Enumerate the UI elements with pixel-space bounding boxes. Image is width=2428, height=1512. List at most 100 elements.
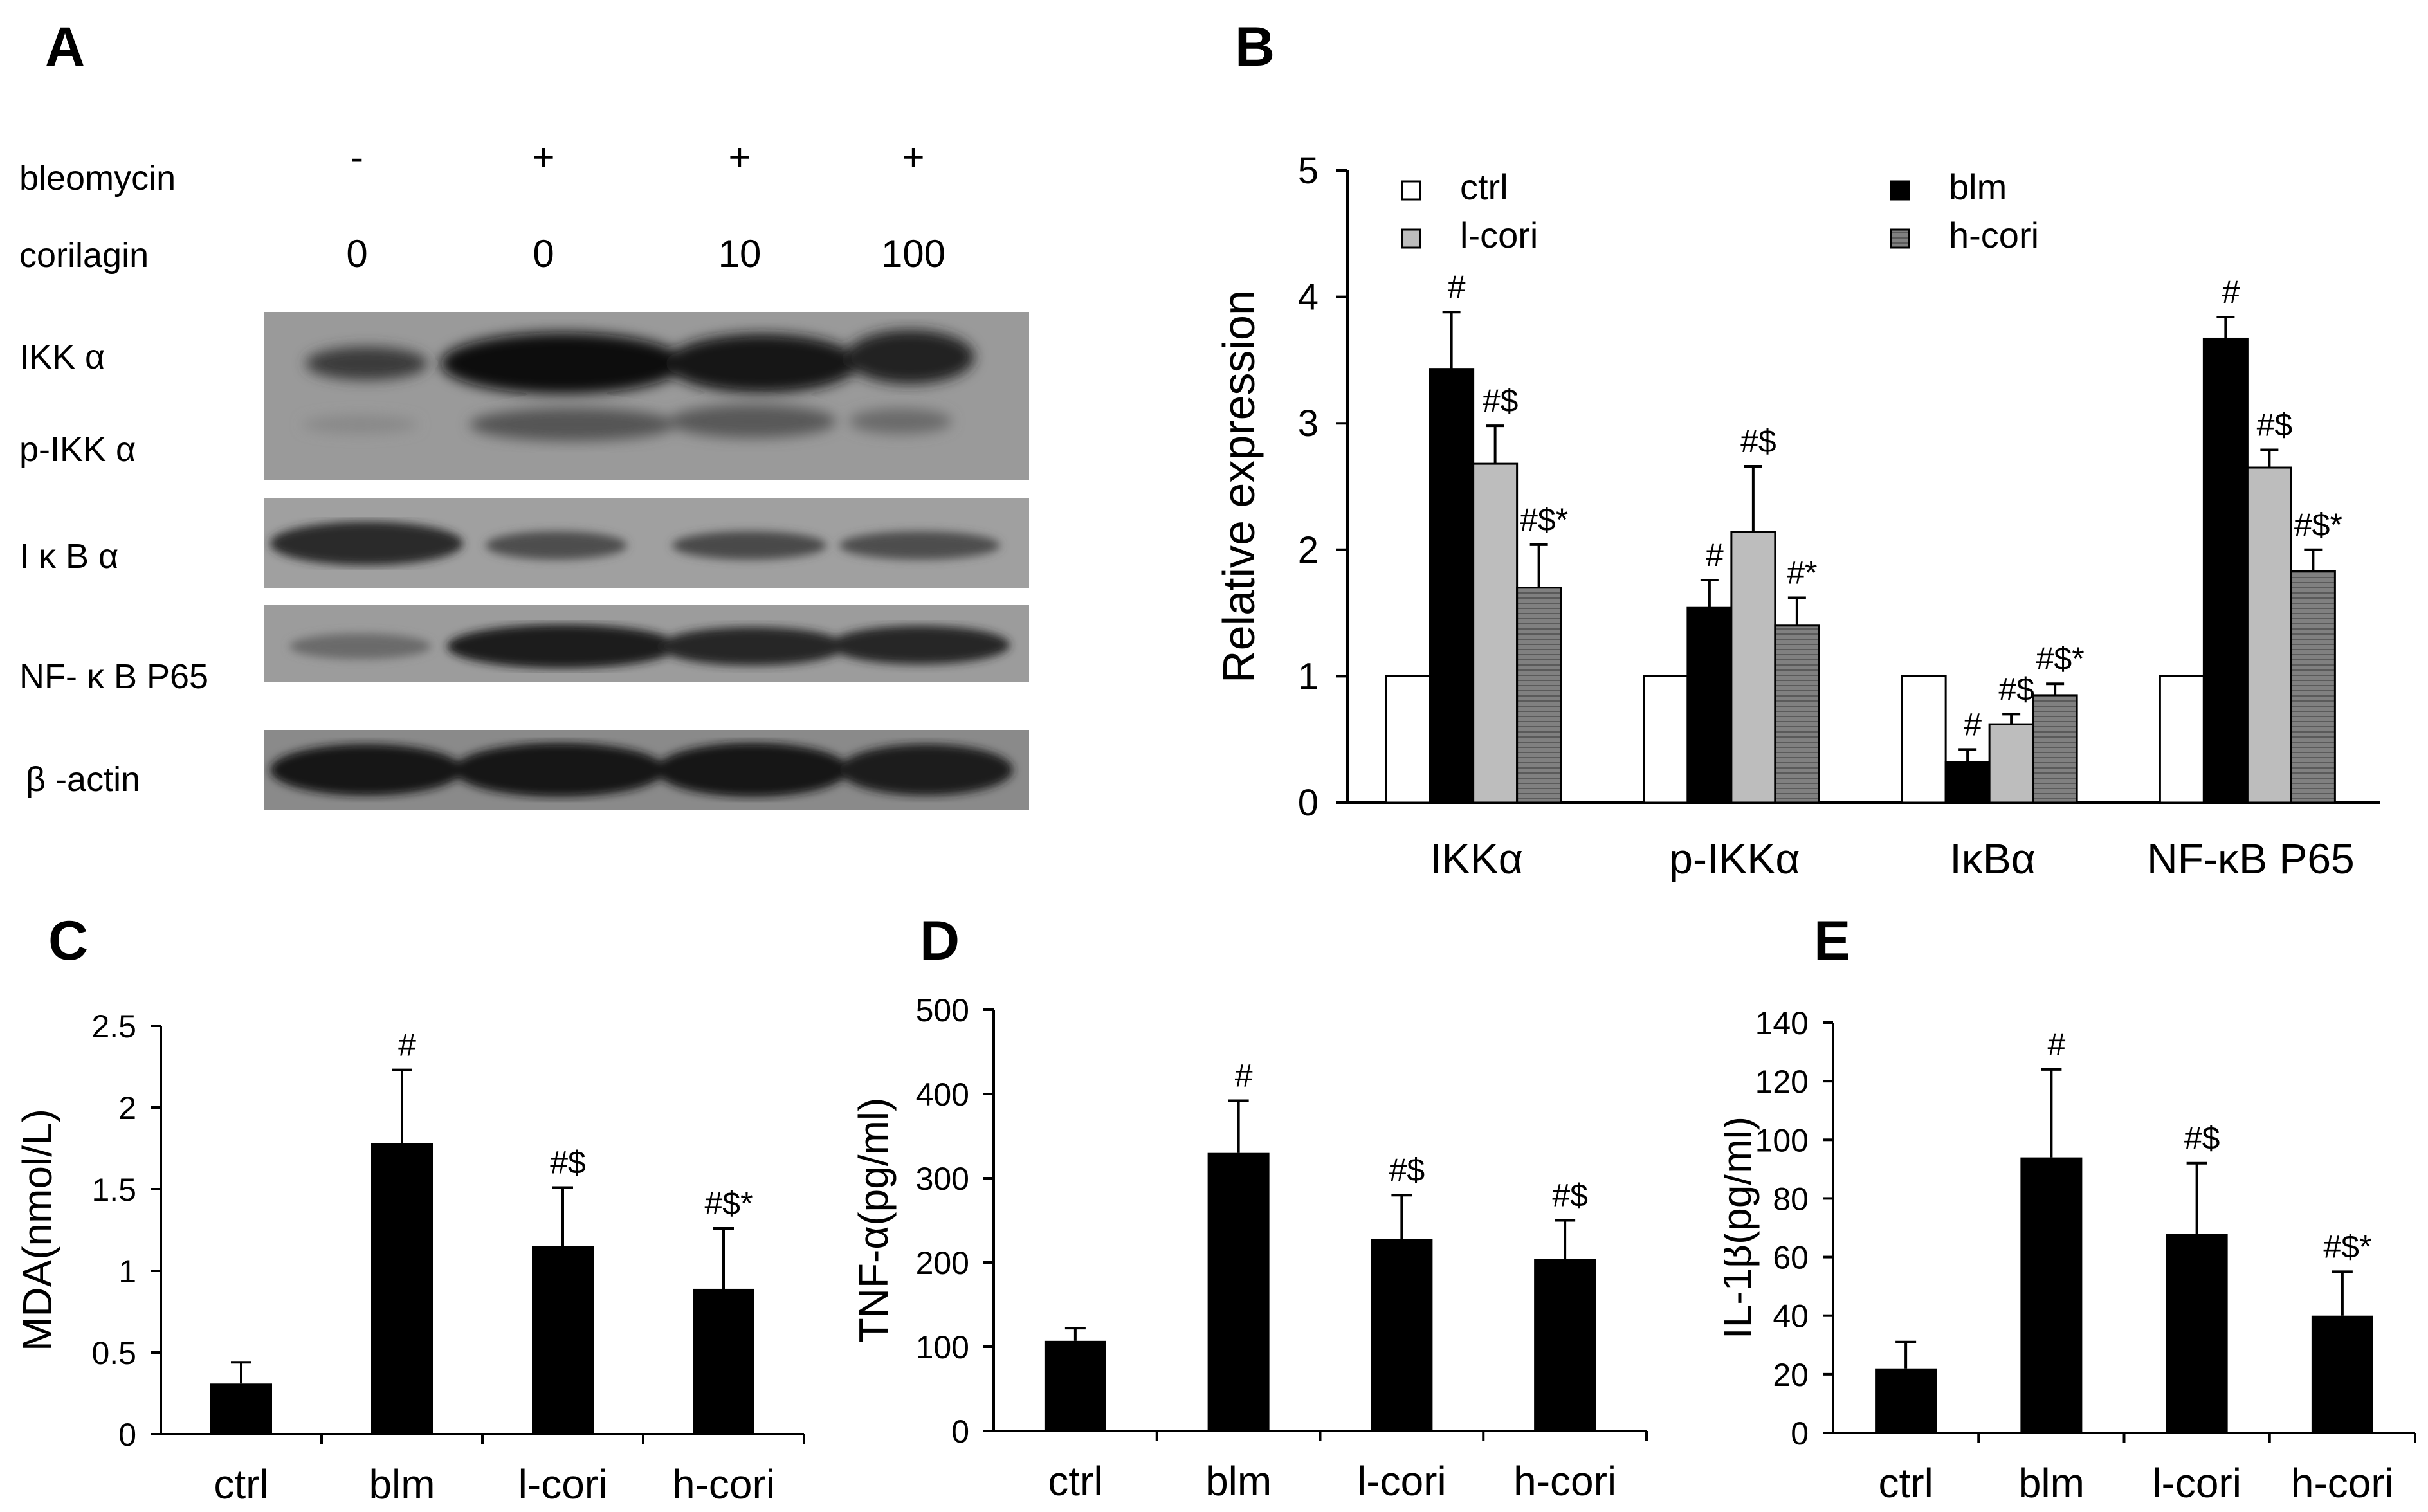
y-tick-label: 40	[1773, 1298, 1809, 1334]
y-tick-label: 200	[916, 1245, 969, 1281]
bar-h-cori-1	[1774, 624, 1820, 804]
y-tick-label: 140	[1755, 1005, 1809, 1041]
significance-label: #	[2047, 1026, 2065, 1062]
x-category-label: h-cori	[672, 1461, 775, 1507]
bar-ctrl-1	[1643, 675, 1689, 804]
y-tick-label: 2.5	[91, 1008, 136, 1044]
bar-ctrl	[1044, 1340, 1106, 1431]
significance-label: #$	[1998, 671, 2034, 707]
significance-label: #$	[2184, 1120, 2220, 1156]
band-label-beta-actin: β -actin	[26, 760, 141, 799]
y-tick-label: 0	[1791, 1416, 1809, 1452]
band-label-nfkb-p65: NF- κ B P65	[19, 657, 209, 696]
significance-label: #	[1235, 1057, 1253, 1093]
band-label-ikka: IKK α	[19, 338, 105, 376]
x-category-label: l-cori	[2152, 1460, 2241, 1506]
y-tick-label: 5	[1298, 150, 1319, 192]
legend-swatch-ctrl	[1401, 180, 1421, 201]
legend-swatch-l-cori	[1401, 228, 1421, 249]
bar-h-cori	[693, 1288, 754, 1434]
bar-h-cori-2	[2032, 694, 2078, 804]
x-category-label: ctrl	[1048, 1458, 1102, 1504]
bar-l-cori	[2166, 1234, 2228, 1433]
legend-label-h-cori: h-cori	[1949, 215, 2039, 255]
significance-label: #$*	[2323, 1228, 2371, 1264]
x-category-label: IκBα	[1949, 835, 2036, 882]
significance-label: #$*	[1520, 502, 1568, 538]
x-category-label: blm	[369, 1461, 435, 1507]
y-tick-label: 120	[1755, 1064, 1809, 1100]
x-category-label: l-cori	[518, 1461, 608, 1507]
corilagin-lane-4: 100	[881, 232, 946, 275]
chart-c: 0 0.5 1 1.5 2 2.5 MDA(nmol/L) ctrl # blm #$ l-cori #…	[14, 1008, 805, 1507]
legend-label-blm: blm	[1949, 167, 2007, 207]
bleomycin-row-label: bleomycin	[19, 159, 176, 197]
y-tick-label: 1	[1298, 655, 1319, 697]
y-tick-label: 2	[1298, 529, 1319, 571]
x-category-label: p-IKKα	[1669, 835, 1800, 882]
legend-swatch-blm	[1890, 180, 1910, 201]
x-category-label: h-cori	[2291, 1460, 2394, 1506]
bar-l-cori	[532, 1246, 594, 1434]
panel-letter-b: B	[1235, 16, 1275, 78]
significance-label: #$	[2257, 406, 2293, 442]
bar-ctrl-2	[1901, 675, 1947, 804]
significance-label: #$*	[2036, 641, 2085, 677]
y-tick-label: 300	[916, 1161, 969, 1197]
bar-l-cori-1	[1730, 531, 1776, 804]
significance-label: #	[1706, 537, 1724, 573]
y-tick-label: 0	[1298, 782, 1319, 824]
bar-l-cori-0	[1472, 462, 1519, 804]
y-axis-title: IL-1β(pg/ml)	[1724, 1116, 1760, 1339]
x-category-label: ctrl	[1878, 1460, 1933, 1506]
x-category-label: blm	[2018, 1460, 2085, 1506]
x-category-label: ctrl	[214, 1461, 268, 1507]
x-category-label: h-cori	[1513, 1458, 1616, 1504]
significance-label: #	[1964, 706, 1982, 742]
bar-l-cori-3	[2246, 466, 2292, 804]
band-label-ikba: I κ B α	[19, 537, 119, 576]
y-tick-label: 1	[118, 1253, 136, 1289]
y-axis-title: Relative expression	[1214, 290, 1264, 683]
bleomycin-lane-2: +	[532, 136, 555, 179]
bar-l-cori-2	[1988, 723, 2034, 804]
bleomycin-lane-3: +	[728, 136, 751, 179]
y-axis-title: TNF-α(pg/ml)	[850, 1098, 897, 1343]
y-tick-label: 60	[1773, 1240, 1809, 1276]
y-tick-label: 3	[1298, 403, 1319, 444]
x-category-label: NF-κB P65	[2147, 835, 2355, 882]
x-category-label: IKKα	[1430, 835, 1523, 882]
corilagin-row-label: corilagin	[19, 236, 149, 275]
panel-letter-a: A	[45, 16, 86, 78]
bleomycin-lane-4: +	[902, 136, 925, 179]
band-label-p-ikka: p-IKK α	[19, 430, 136, 469]
significance-label: #$	[550, 1144, 586, 1180]
significance-label: #$	[1483, 383, 1519, 419]
corilagin-lane-1: 0	[346, 232, 368, 275]
corilagin-lane-2: 0	[533, 232, 554, 275]
bar-h-cori	[1534, 1259, 1596, 1431]
bar-blm-3	[2202, 337, 2249, 804]
significance-label: #$	[1740, 423, 1776, 459]
legend-label-l-cori: l-cori	[1460, 215, 1538, 255]
significance-label: #$	[1389, 1152, 1425, 1188]
y-tick-label: 0.5	[91, 1335, 136, 1371]
y-tick-label: 0	[118, 1417, 136, 1453]
bar-h-cori-0	[1516, 587, 1562, 804]
y-axis-title: MDA(nmol/L)	[14, 1109, 60, 1351]
bar-blm-2	[1944, 761, 1991, 804]
x-category-label: blm	[1205, 1458, 1272, 1504]
significance-label: #*	[1787, 555, 1817, 591]
bar-blm-0	[1429, 368, 1475, 804]
panel-letter-c: C	[48, 910, 89, 972]
y-tick-label: 4	[1298, 277, 1319, 318]
significance-label: #$*	[704, 1185, 753, 1221]
bar-ctrl-3	[2159, 675, 2205, 804]
y-tick-label: 1.5	[91, 1172, 136, 1208]
y-tick-label: 20	[1773, 1357, 1809, 1393]
bar-blm	[1207, 1152, 1270, 1431]
x-category-label: l-cori	[1357, 1458, 1447, 1504]
y-tick-label: 500	[916, 992, 969, 1028]
panel-letter-d: D	[920, 910, 960, 972]
